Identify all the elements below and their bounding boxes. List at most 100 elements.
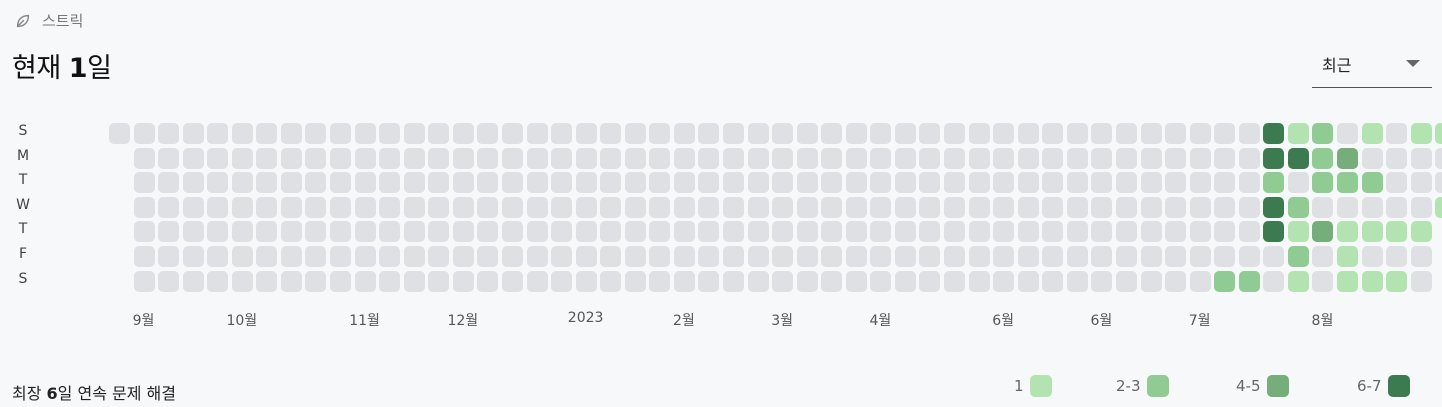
day-cell[interactable] — [673, 147, 695, 169]
day-cell[interactable] — [477, 246, 499, 267]
day-cell[interactable] — [526, 123, 548, 144]
day-cell[interactable] — [944, 221, 966, 243]
day-cell[interactable] — [1238, 123, 1260, 144]
day-cell[interactable] — [477, 196, 499, 218]
day-cell[interactable] — [1263, 246, 1285, 267]
day-cell[interactable] — [1287, 123, 1309, 144]
day-cell[interactable] — [182, 172, 204, 194]
day-cell[interactable] — [1140, 196, 1162, 218]
day-cell[interactable] — [182, 147, 204, 169]
day-cell[interactable] — [993, 196, 1015, 218]
day-cell[interactable] — [1263, 172, 1285, 194]
day-cell[interactable] — [1263, 221, 1285, 243]
day-cell[interactable] — [501, 172, 523, 194]
day-cell[interactable] — [624, 147, 646, 169]
day-cell[interactable] — [673, 123, 695, 144]
day-cell[interactable] — [256, 270, 278, 292]
day-cell[interactable] — [1410, 196, 1432, 218]
day-cell[interactable] — [551, 246, 573, 267]
day-cell[interactable] — [968, 221, 990, 243]
day-cell[interactable] — [354, 172, 376, 194]
day-cell[interactable] — [526, 196, 548, 218]
day-cell[interactable] — [1312, 246, 1334, 267]
day-cell[interactable] — [1337, 196, 1358, 218]
day-cell[interactable] — [673, 246, 695, 267]
day-cell[interactable] — [207, 196, 229, 218]
day-cell[interactable] — [1189, 123, 1211, 144]
day-cell[interactable] — [1140, 246, 1162, 267]
day-cell[interactable] — [796, 172, 818, 194]
day-cell[interactable] — [1091, 270, 1113, 292]
day-cell[interactable] — [207, 221, 229, 243]
day-cell[interactable] — [256, 196, 278, 218]
day-cell[interactable] — [845, 196, 867, 218]
period-dropdown[interactable]: 최근 — [1312, 46, 1432, 88]
day-cell[interactable] — [158, 147, 180, 169]
day-cell[interactable] — [182, 270, 204, 292]
day-cell[interactable] — [231, 196, 253, 218]
day-cell[interactable] — [993, 147, 1015, 169]
day-cell[interactable] — [1312, 147, 1334, 169]
day-cell[interactable] — [1017, 270, 1039, 292]
day-cell[interactable] — [870, 270, 892, 292]
day-cell[interactable] — [993, 246, 1015, 267]
day-cell[interactable] — [1287, 246, 1309, 267]
day-cell[interactable] — [330, 123, 352, 144]
day-cell[interactable] — [1435, 147, 1442, 169]
day-cell[interactable] — [845, 123, 867, 144]
day-cell[interactable] — [1361, 172, 1383, 194]
day-cell[interactable] — [305, 221, 327, 243]
day-cell[interactable] — [501, 196, 523, 218]
day-cell[interactable] — [993, 270, 1015, 292]
day-cell[interactable] — [894, 123, 916, 144]
day-cell[interactable] — [1238, 147, 1260, 169]
day-cell[interactable] — [1312, 221, 1334, 243]
day-cell[interactable] — [894, 246, 916, 267]
day-cell[interactable] — [1263, 270, 1285, 292]
day-cell[interactable] — [1189, 196, 1211, 218]
day-cell[interactable] — [280, 221, 302, 243]
day-cell[interactable] — [1361, 123, 1383, 144]
day-cell[interactable] — [747, 221, 769, 243]
day-cell[interactable] — [379, 123, 401, 144]
day-cell[interactable] — [1287, 270, 1309, 292]
day-cell[interactable] — [796, 270, 818, 292]
day-cell[interactable] — [158, 123, 180, 144]
day-cell[interactable] — [919, 270, 941, 292]
day-cell[interactable] — [207, 147, 229, 169]
day-cell[interactable] — [526, 172, 548, 194]
day-cell[interactable] — [1066, 196, 1088, 218]
day-cell[interactable] — [403, 270, 425, 292]
day-cell[interactable] — [158, 221, 180, 243]
day-cell[interactable] — [1165, 221, 1187, 243]
day-cell[interactable] — [1410, 270, 1432, 292]
day-cell[interactable] — [993, 123, 1015, 144]
day-cell[interactable] — [305, 147, 327, 169]
day-cell[interactable] — [1214, 270, 1236, 292]
day-cell[interactable] — [772, 270, 794, 292]
day-cell[interactable] — [624, 123, 646, 144]
day-cell[interactable] — [452, 172, 474, 194]
day-cell[interactable] — [158, 246, 180, 267]
day-cell[interactable] — [1165, 196, 1187, 218]
day-cell[interactable] — [1165, 270, 1187, 292]
day-cell[interactable] — [403, 147, 425, 169]
day-cell[interactable] — [158, 270, 180, 292]
day-cell[interactable] — [1091, 172, 1113, 194]
day-cell[interactable] — [1386, 270, 1408, 292]
day-cell[interactable] — [1042, 147, 1064, 169]
day-cell[interactable] — [133, 172, 155, 194]
day-cell[interactable] — [305, 270, 327, 292]
day-cell[interactable] — [280, 196, 302, 218]
day-cell[interactable] — [944, 147, 966, 169]
day-cell[interactable] — [1410, 147, 1432, 169]
day-cell[interactable] — [551, 196, 573, 218]
day-cell[interactable] — [477, 270, 499, 292]
day-cell[interactable] — [649, 221, 671, 243]
day-cell[interactable] — [428, 246, 450, 267]
day-cell[interactable] — [1238, 221, 1260, 243]
day-cell[interactable] — [673, 196, 695, 218]
day-cell[interactable] — [1017, 123, 1039, 144]
day-cell[interactable] — [600, 123, 622, 144]
day-cell[interactable] — [600, 172, 622, 194]
